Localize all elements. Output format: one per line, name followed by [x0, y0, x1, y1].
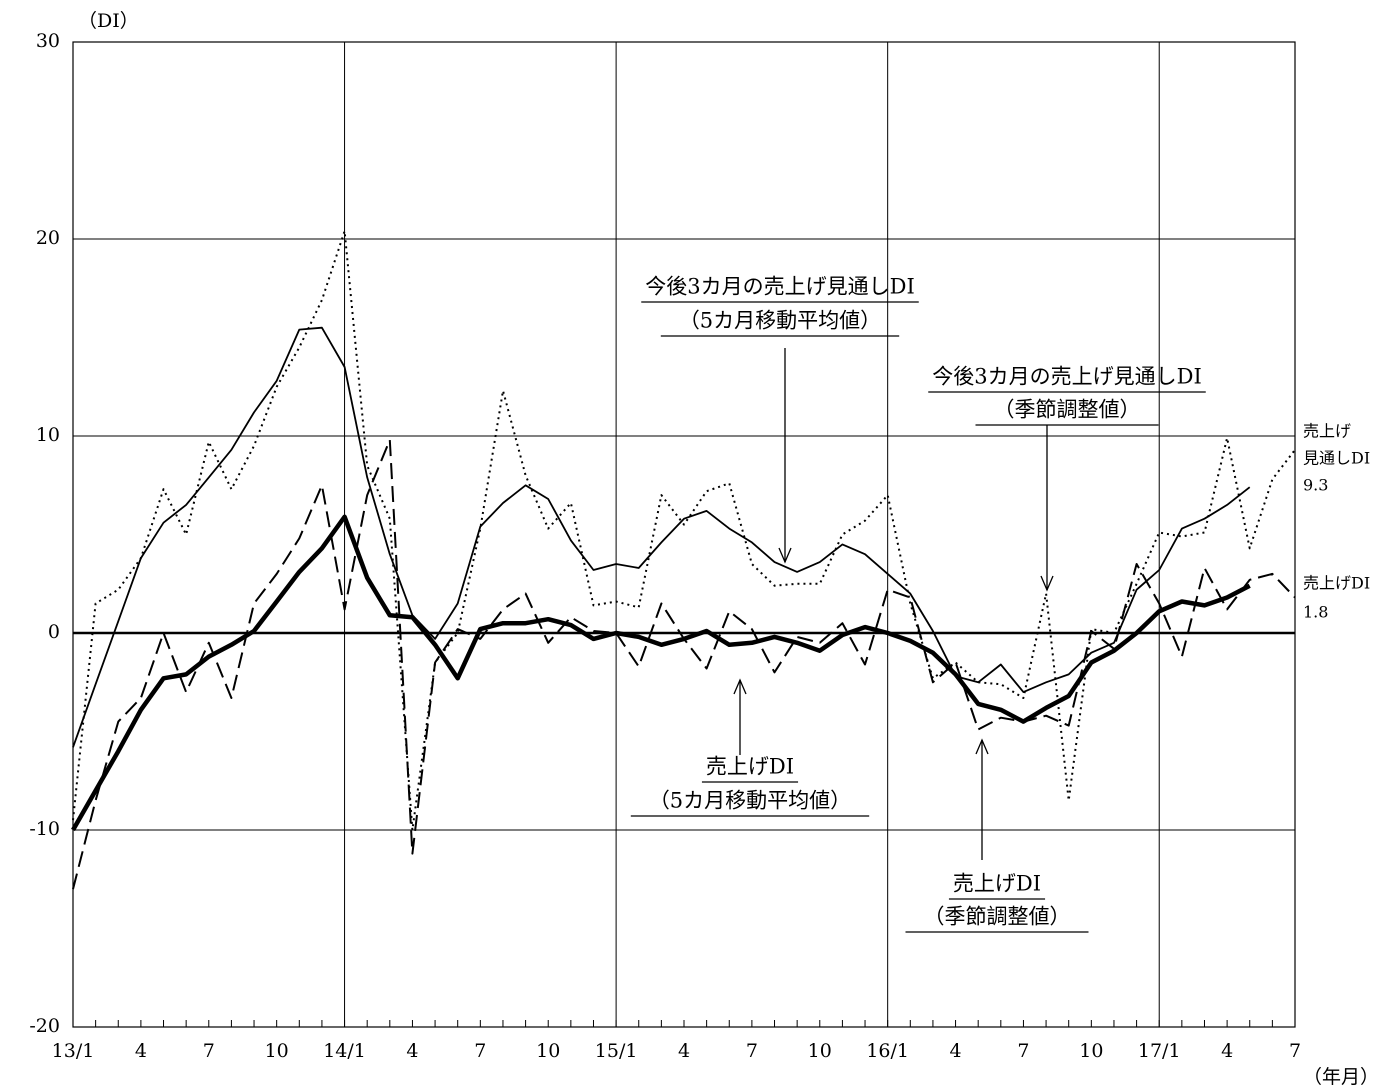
series-line — [72, 230, 1296, 831]
annotation-text: （季節調整値） — [924, 905, 1071, 929]
x-tick-label: 4 — [1221, 1040, 1233, 1062]
annotation-text: 9.3 — [1303, 476, 1328, 495]
annotation-text: 売上げDI — [1303, 574, 1370, 593]
x-tick-label: 4 — [678, 1040, 690, 1062]
annotation-text: 1.8 — [1303, 603, 1328, 622]
annotation-text: （季節調整値） — [994, 398, 1141, 422]
y-tick-label: 10 — [36, 424, 60, 446]
annotation-text: 売上げ — [1303, 422, 1351, 441]
annotation: 今後3カ月の売上げ見通しDI （季節調整値） — [928, 365, 1206, 592]
x-tick-label: 4 — [406, 1040, 418, 1062]
x-tick-label: 10 — [808, 1040, 832, 1062]
y-axis-label: （DI） — [78, 10, 139, 32]
series-line — [72, 326, 1251, 748]
x-tick-label: 7 — [474, 1040, 486, 1062]
x-tick-label: 15/1 — [595, 1040, 638, 1062]
y-tick-label: 30 — [36, 30, 60, 52]
x-tick-label: 13/1 — [52, 1040, 95, 1062]
x-axis-label: （年月） — [1303, 1066, 1379, 1088]
y-tick-label: 0 — [48, 621, 60, 643]
x-tick-label: 4 — [135, 1040, 147, 1062]
annotation: 今後3カ月の売上げ見通しDI （5カ月移動平均値） — [641, 275, 919, 564]
annotation-text: 売上げDI — [706, 755, 794, 779]
annotation: 売上げDI （5カ月移動平均値） — [630, 678, 870, 817]
x-tick-label: 7 — [1289, 1040, 1301, 1062]
x-tick-label: 7 — [203, 1040, 215, 1062]
annotation-text: （5カ月移動平均値） — [649, 789, 851, 813]
annotation: 売上げDI （季節調整値） — [905, 738, 1089, 933]
arrow-head — [975, 738, 989, 755]
x-tick-label: 10 — [1079, 1040, 1103, 1062]
annotation-text: 今後3カ月の売上げ見通しDI — [932, 365, 1202, 389]
y-tick-label: -10 — [29, 818, 60, 840]
annotation-text: 今後3カ月の売上げ見通しDI — [645, 275, 915, 299]
arrow-head — [778, 547, 792, 564]
x-tick-label: 4 — [950, 1040, 962, 1062]
x-tick-label: 10 — [265, 1040, 289, 1062]
annotation: 売上げDI 1.8 — [1303, 574, 1370, 622]
x-tick-label: 10 — [536, 1040, 560, 1062]
x-tick-label: 16/1 — [866, 1040, 909, 1062]
arrow-head — [1040, 575, 1054, 592]
annotation-text: （5カ月移動平均値） — [679, 309, 881, 333]
annotation: 売上げ見通しDI 9.3 — [1303, 422, 1370, 495]
annotation-text: 売上げDI — [953, 872, 1041, 896]
x-tick-label: 7 — [1017, 1040, 1029, 1062]
arrow-head — [733, 678, 747, 695]
x-tick-label: 14/1 — [323, 1040, 366, 1062]
x-tick-label: 7 — [746, 1040, 758, 1062]
y-tick-label: -20 — [29, 1015, 60, 1037]
y-tick-label: 20 — [36, 227, 60, 249]
x-tick-label: 17/1 — [1138, 1040, 1181, 1062]
annotation-text: 見通しDI — [1303, 449, 1370, 468]
series-line — [71, 514, 1251, 832]
